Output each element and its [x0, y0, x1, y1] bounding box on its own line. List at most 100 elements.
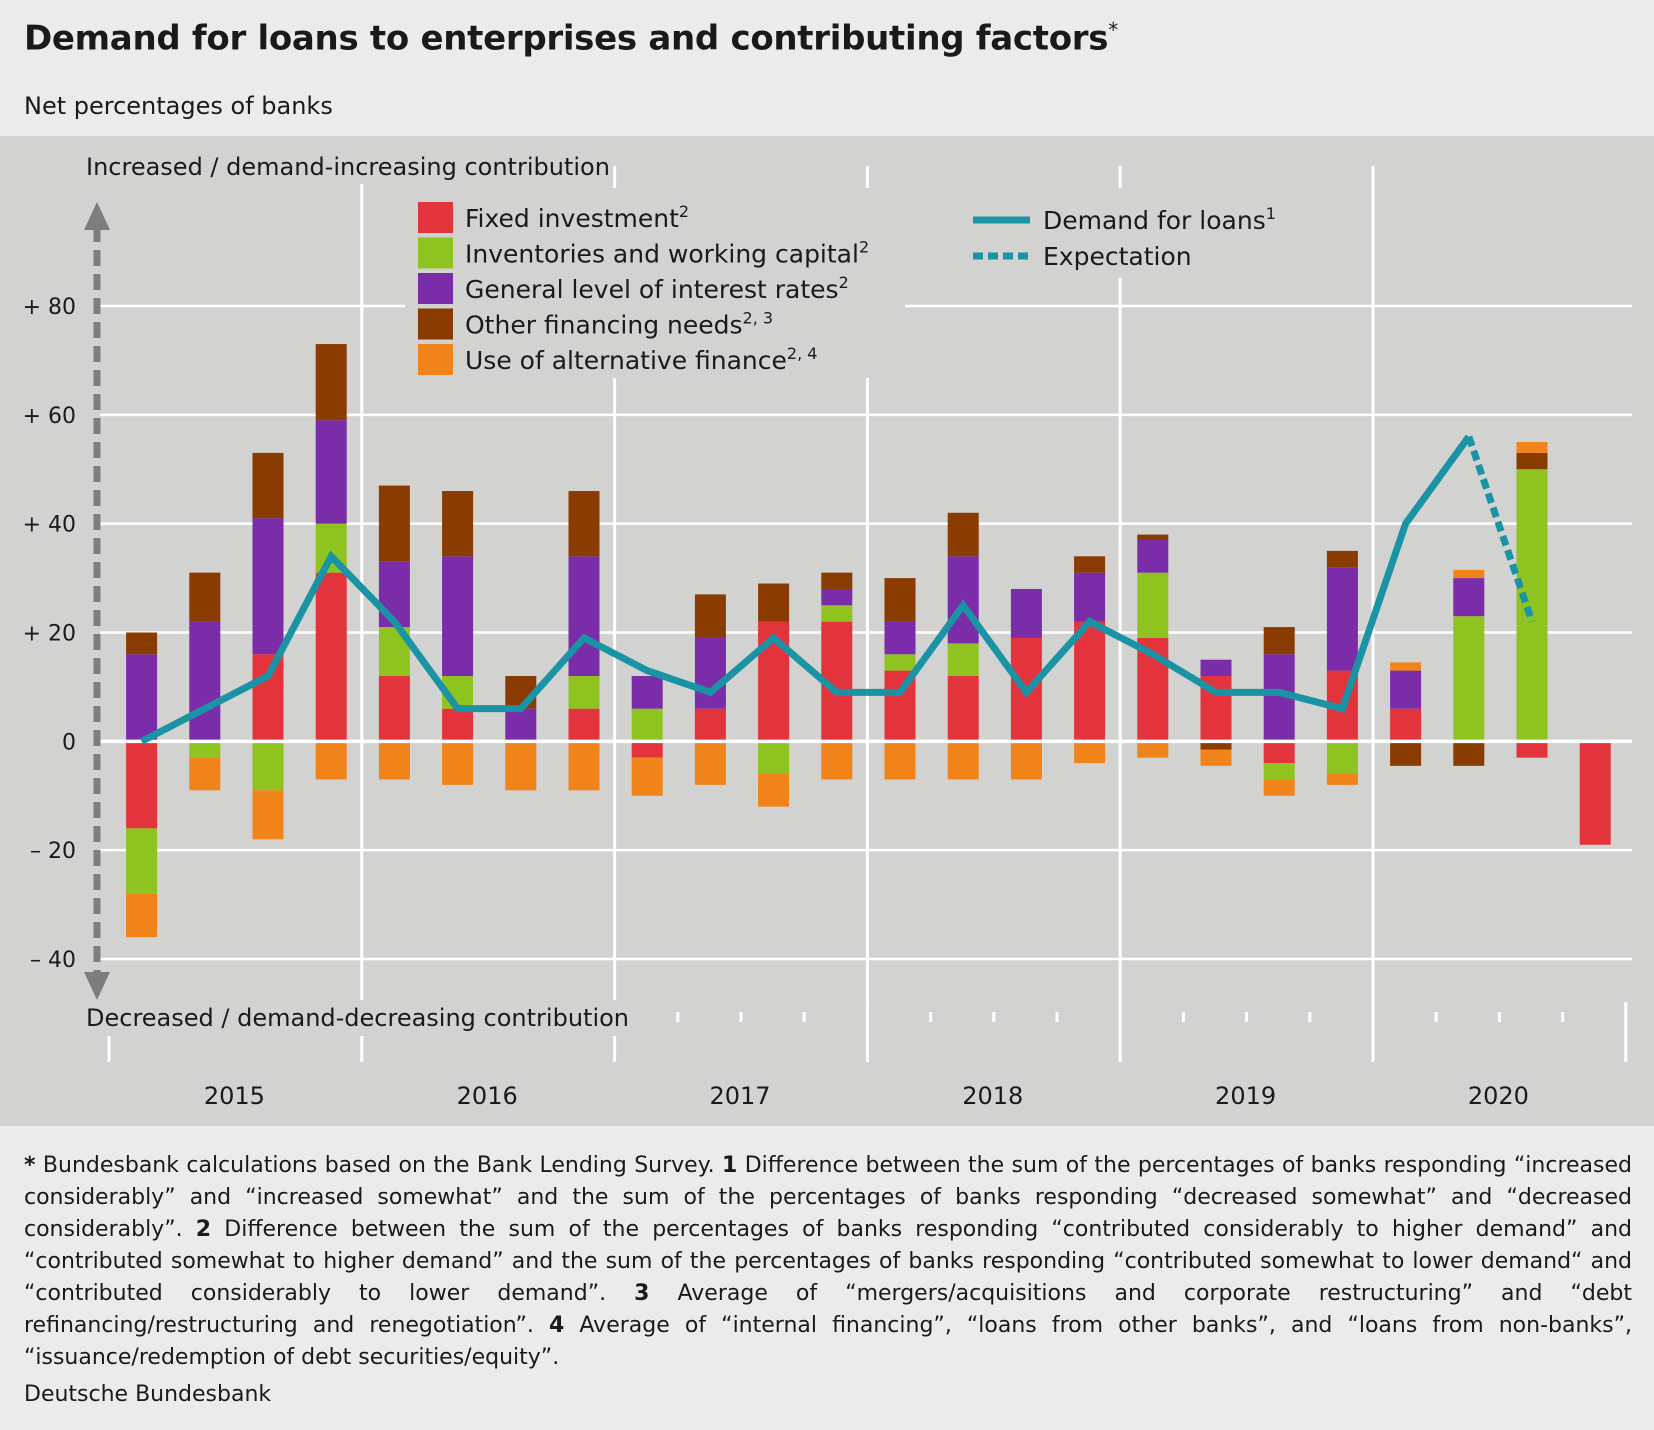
legend-swatch-other — [418, 308, 453, 340]
footnote-mark: 3 — [634, 1281, 650, 1306]
bar-segment-interest — [442, 556, 474, 677]
footnote-text: Average of “internal financing”, “loans … — [24, 1313, 1632, 1370]
legend-swatch-interest — [418, 273, 453, 304]
bar-segment-other — [315, 344, 347, 421]
bar-segment-interest — [1390, 670, 1422, 709]
bar-segment-interest — [1200, 659, 1232, 677]
bar-segment-inventories — [884, 654, 916, 671]
bar-segment-fixed — [1263, 741, 1295, 764]
bar-segment-interest — [884, 621, 916, 655]
legend-label: Demand for loans1 — [1043, 204, 1276, 235]
bar-segment-alternative — [1453, 569, 1485, 579]
bar-segment-other — [1137, 534, 1169, 540]
chart-svg: + 80 + 60 + 40 + 20 0 – 20 – 40 2015 2016 2017 201… — [0, 136, 1654, 1126]
x-year-label: 2015 — [204, 1082, 265, 1110]
bar-segment-inventories — [758, 741, 790, 774]
y-tick-label: + 80 — [23, 295, 76, 320]
y-tick-label: + 60 — [23, 404, 76, 429]
bar-segment-inventories — [1326, 741, 1358, 774]
bar-segment-other — [126, 632, 158, 655]
bar-segment-alternative — [378, 741, 410, 780]
annotation-layer: Increased / demand-increasing contributi… — [84, 148, 629, 1036]
legend-swatch-alternative — [418, 344, 453, 375]
annotation-increased: Increased / demand-increasing contributi… — [86, 153, 610, 181]
demand-line — [139, 434, 1472, 745]
bar-segment-alternative — [1074, 741, 1106, 764]
x-year-label: 2020 — [1468, 1082, 1529, 1110]
bar-segment-fixed — [252, 654, 284, 742]
legend-label: Fixed investment2 — [465, 202, 689, 233]
bar-segment-inventories — [189, 741, 221, 758]
chart-subtitle: Net percentages of banks — [24, 92, 333, 120]
legend-footnote-marker: 2 — [839, 273, 849, 292]
bar-segment-fixed — [1579, 741, 1611, 845]
footnotes: * Bundesbank calculations based on the B… — [24, 1150, 1632, 1374]
x-year-label: 2017 — [709, 1082, 770, 1110]
arrow-up-icon — [84, 202, 110, 230]
bar-segment-alternative — [758, 773, 790, 807]
bar-segment-interest — [315, 420, 347, 524]
bar-segment-alternative — [1326, 773, 1358, 785]
bar-segment-fixed — [1074, 621, 1106, 742]
bar-segment-fixed — [126, 741, 158, 829]
y-tick-label: – 40 — [30, 948, 76, 973]
legend-label: General level of interest rates2 — [465, 273, 849, 304]
axis-layer: + 80 + 60 + 40 + 20 0 – 20 – 40 2015 2016 2017 201… — [23, 295, 1628, 1110]
legend-label: Other financing needs2, 3 — [465, 309, 773, 340]
footnote-text: Difference between the sum of the percen… — [24, 1153, 1632, 1242]
bar-segment-interest — [568, 556, 600, 677]
bar-segment-inventories — [1516, 469, 1548, 742]
bar-segment-other — [694, 594, 726, 638]
legend-line-bg — [965, 188, 1305, 278]
legend-swatch-inventories — [418, 237, 453, 269]
footnote-mark: * — [24, 1153, 36, 1178]
line-layer — [139, 434, 1536, 745]
bar-segment-fixed — [378, 676, 410, 742]
bar-segment-inventories — [1263, 763, 1295, 780]
bar-segment-alternative — [694, 741, 726, 785]
arrow-down-icon — [84, 972, 110, 1000]
expectation-line — [1465, 435, 1536, 623]
y-tick-label: + 20 — [23, 622, 76, 647]
bar-segment-interest — [631, 676, 663, 709]
bar-segment-other — [821, 572, 853, 589]
bar-segment-other — [442, 491, 474, 557]
bar-segment-alternative — [189, 757, 221, 791]
title-text: Demand for loans to enterprises and cont… — [24, 18, 1109, 59]
annotation-bottom-bg — [84, 1000, 619, 1036]
footnote-mark: 2 — [195, 1217, 212, 1242]
bar-layer — [126, 344, 1611, 938]
bar-segment-other — [884, 578, 916, 622]
footnote-text: Average of “mergers/acquisitions and cor… — [24, 1281, 1632, 1338]
x-year-label: 2018 — [962, 1082, 1023, 1110]
chart-title: Demand for loans to enterprises and cont… — [24, 18, 1118, 58]
chart-panel: + 80 + 60 + 40 + 20 0 – 20 – 40 2015 2016 2017 201… — [0, 136, 1654, 1126]
bar-segment-other — [1074, 556, 1106, 573]
bar-segment-other — [1326, 550, 1358, 568]
x-year-label: 2019 — [1215, 1082, 1276, 1110]
bar-segment-other — [1390, 741, 1422, 766]
bar-segment-alternative — [442, 741, 474, 785]
bar-segment-inventories — [1453, 616, 1485, 742]
legend-label: Inventories and working capital2 — [465, 238, 869, 269]
bar-segment-inventories — [631, 708, 663, 742]
footnote-text: Bundesbank calculations based on the Ban… — [35, 1153, 722, 1178]
bar-segment-alternative — [1137, 741, 1169, 758]
legend-footnote-marker: 1 — [1266, 204, 1276, 223]
y-tick-label: 0 — [62, 730, 76, 755]
bar-segment-other — [568, 491, 600, 557]
bar-segment-other — [758, 583, 790, 622]
bar-segment-alternative — [947, 741, 979, 780]
annotation-decreased: Decreased / demand-decreasing contributi… — [86, 1004, 629, 1032]
bar-segment-inventories — [126, 828, 158, 894]
bar-segment-interest — [189, 621, 221, 742]
bar-segment-alternative — [1010, 741, 1042, 780]
footnote-mark: 4 — [549, 1313, 565, 1338]
bar-segment-interest — [1010, 588, 1042, 638]
bar-segment-interest — [252, 518, 284, 655]
title-footnote-marker: * — [1108, 18, 1118, 42]
bar-segment-interest — [694, 637, 726, 709]
bar-segment-fixed — [315, 572, 347, 742]
legend-footnote-marker: 2, 4 — [787, 344, 818, 363]
bar-segment-alternative — [884, 741, 916, 780]
